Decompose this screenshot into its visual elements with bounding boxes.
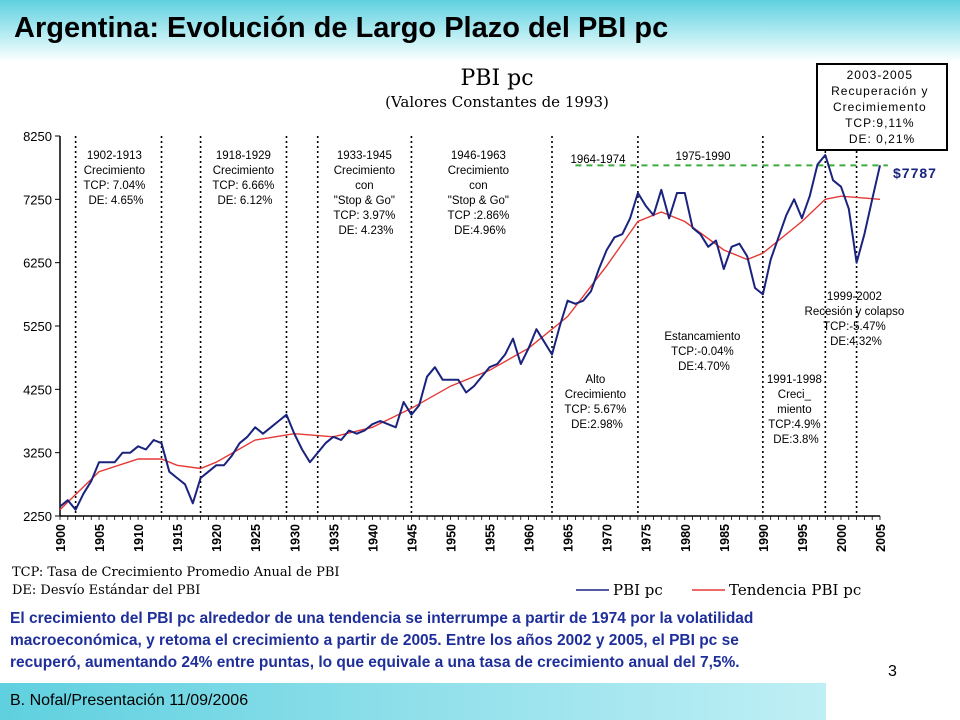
x-tick-label: 1960 [523,524,537,552]
x-tick-label: 1955 [484,524,498,552]
annotation-1964-1974: 1964-1974 [571,154,627,166]
annotation-1991-1998: 1991-1998 Creci_ miento TCP:4.9% DE:3.8% [767,374,825,446]
caption-line-2: macroeconómica, y retoma el crecimiento … [10,632,739,649]
y-axis: 2250 3250 4250 5250 6250 7250 8250 [23,129,61,524]
x-tick-label: 1915 [171,524,185,552]
reference-value-label: $7787 [893,165,937,181]
period-dividers [74,136,858,516]
caption-line-3: recuperó, aumentando 24% entre puntas, l… [10,654,740,671]
x-tick-label: 1935 [327,524,341,552]
series-line-tendencia [59,195,881,511]
y-tick-label: 5250 [23,319,52,334]
footer-text: B. Nofal/Presentación 11/09/2006 [10,692,249,709]
x-tick-label: 1910 [132,524,146,552]
notes: TCP: Tasa de Crecimiento Promedio Anual … [12,565,340,598]
y-tick-label: 2250 [23,509,52,524]
x-tick-label: 1985 [718,524,732,552]
x-tick-label: 1950 [444,524,458,552]
x-tick-label: 1900 [54,524,68,552]
footer-bar: B. Nofal/Presentación 11/09/2006 [0,683,826,720]
annotation-1902-1913: 1902-1913 Crecimiento TCP: 7.04% DE: 4.6… [83,150,148,207]
x-tick-label: 1925 [249,524,263,552]
legend: PBI pc Tendencia PBI pc [576,581,861,599]
note-de: DE: Desvío Estándar del PBI [12,583,200,598]
annotation-2003-2005-box: 2003-2005 Recuperación y Crecimiemento T… [816,63,948,151]
x-tick-label: 1930 [288,524,302,552]
x-tick-label: 1980 [679,524,693,552]
chart: PBI pc (Valores Constantes de 1993) 2250… [12,63,948,599]
annotation-alto-crecimiento: Alto Crecimiento TCP: 5.67% DE:2.98% [564,374,629,431]
y-tick-label: 7250 [23,192,52,207]
caption-line-1: El crecimiento del PBI pc alrededor de u… [10,610,754,627]
legend-trend-label: Tendencia PBI pc [729,581,861,599]
series-lines [59,154,881,511]
annotation-1999-2002: 1999-2002 Recesión y colapso TCP:-5.47% … [805,291,908,348]
y-tick-label: 3250 [23,446,52,461]
slide-caption: El crecimiento del PBI pc alrededor de u… [10,608,890,674]
chart-subtitle: (Valores Constantes de 1993) [385,93,609,111]
annotation-1933-1945: 1933-1945 Crecimiento con "Stop & Go" TC… [333,150,398,237]
x-axis: 1900 1905 1910 1915 1920 1925 1930 1935 1940 1945… [54,515,888,552]
annotation-1918-1929: 1918-1929 Crecimiento TCP: 6.66% DE: 6.1… [212,150,277,207]
legend-pbi-label: PBI pc [613,581,663,599]
series-line-pbi [59,154,881,511]
y-tick-label: 8250 [23,129,52,144]
annotation-2003-2005: 2003-2005 Recuperación y Crecimiemento T… [831,68,933,146]
x-tick-label: 1970 [601,524,615,552]
x-tick-label: 2000 [835,524,849,552]
annotation-1975-1990: 1975-1990 [676,151,731,163]
x-tick-label: 1945 [405,524,419,552]
slide-title: Argentina: Evolución de Largo Plazo del … [14,12,669,44]
page-number: 3 [888,663,897,680]
x-tick-label: 1940 [366,524,380,552]
annotation-estancamiento: Estancamiento TCP:-0.04% DE:4.70% [664,331,743,373]
annotation-1946-1963: 1946-1963 Crecimiento con "Stop & Go" TC… [448,150,513,237]
period-annotations: 1902-1913 Crecimiento TCP: 7.04% DE: 4.6… [83,150,908,446]
x-tick-label: 1975 [640,524,654,552]
y-tick-label: 4250 [23,382,52,397]
chart-title: PBI pc [460,66,533,91]
x-tick-label: 1990 [757,524,771,552]
note-tcp: TCP: Tasa de Crecimiento Promedio Anual … [12,565,340,580]
x-tick-label: 1965 [562,524,576,552]
y-tick-label: 6250 [23,256,52,271]
x-tick-label: 1905 [93,524,107,552]
x-tick-label: 1995 [796,524,810,552]
x-tick-label: 2005 [874,524,888,552]
x-tick-label: 1920 [210,524,224,552]
title-bar: Argentina: Evolución de Largo Plazo del … [0,0,960,62]
